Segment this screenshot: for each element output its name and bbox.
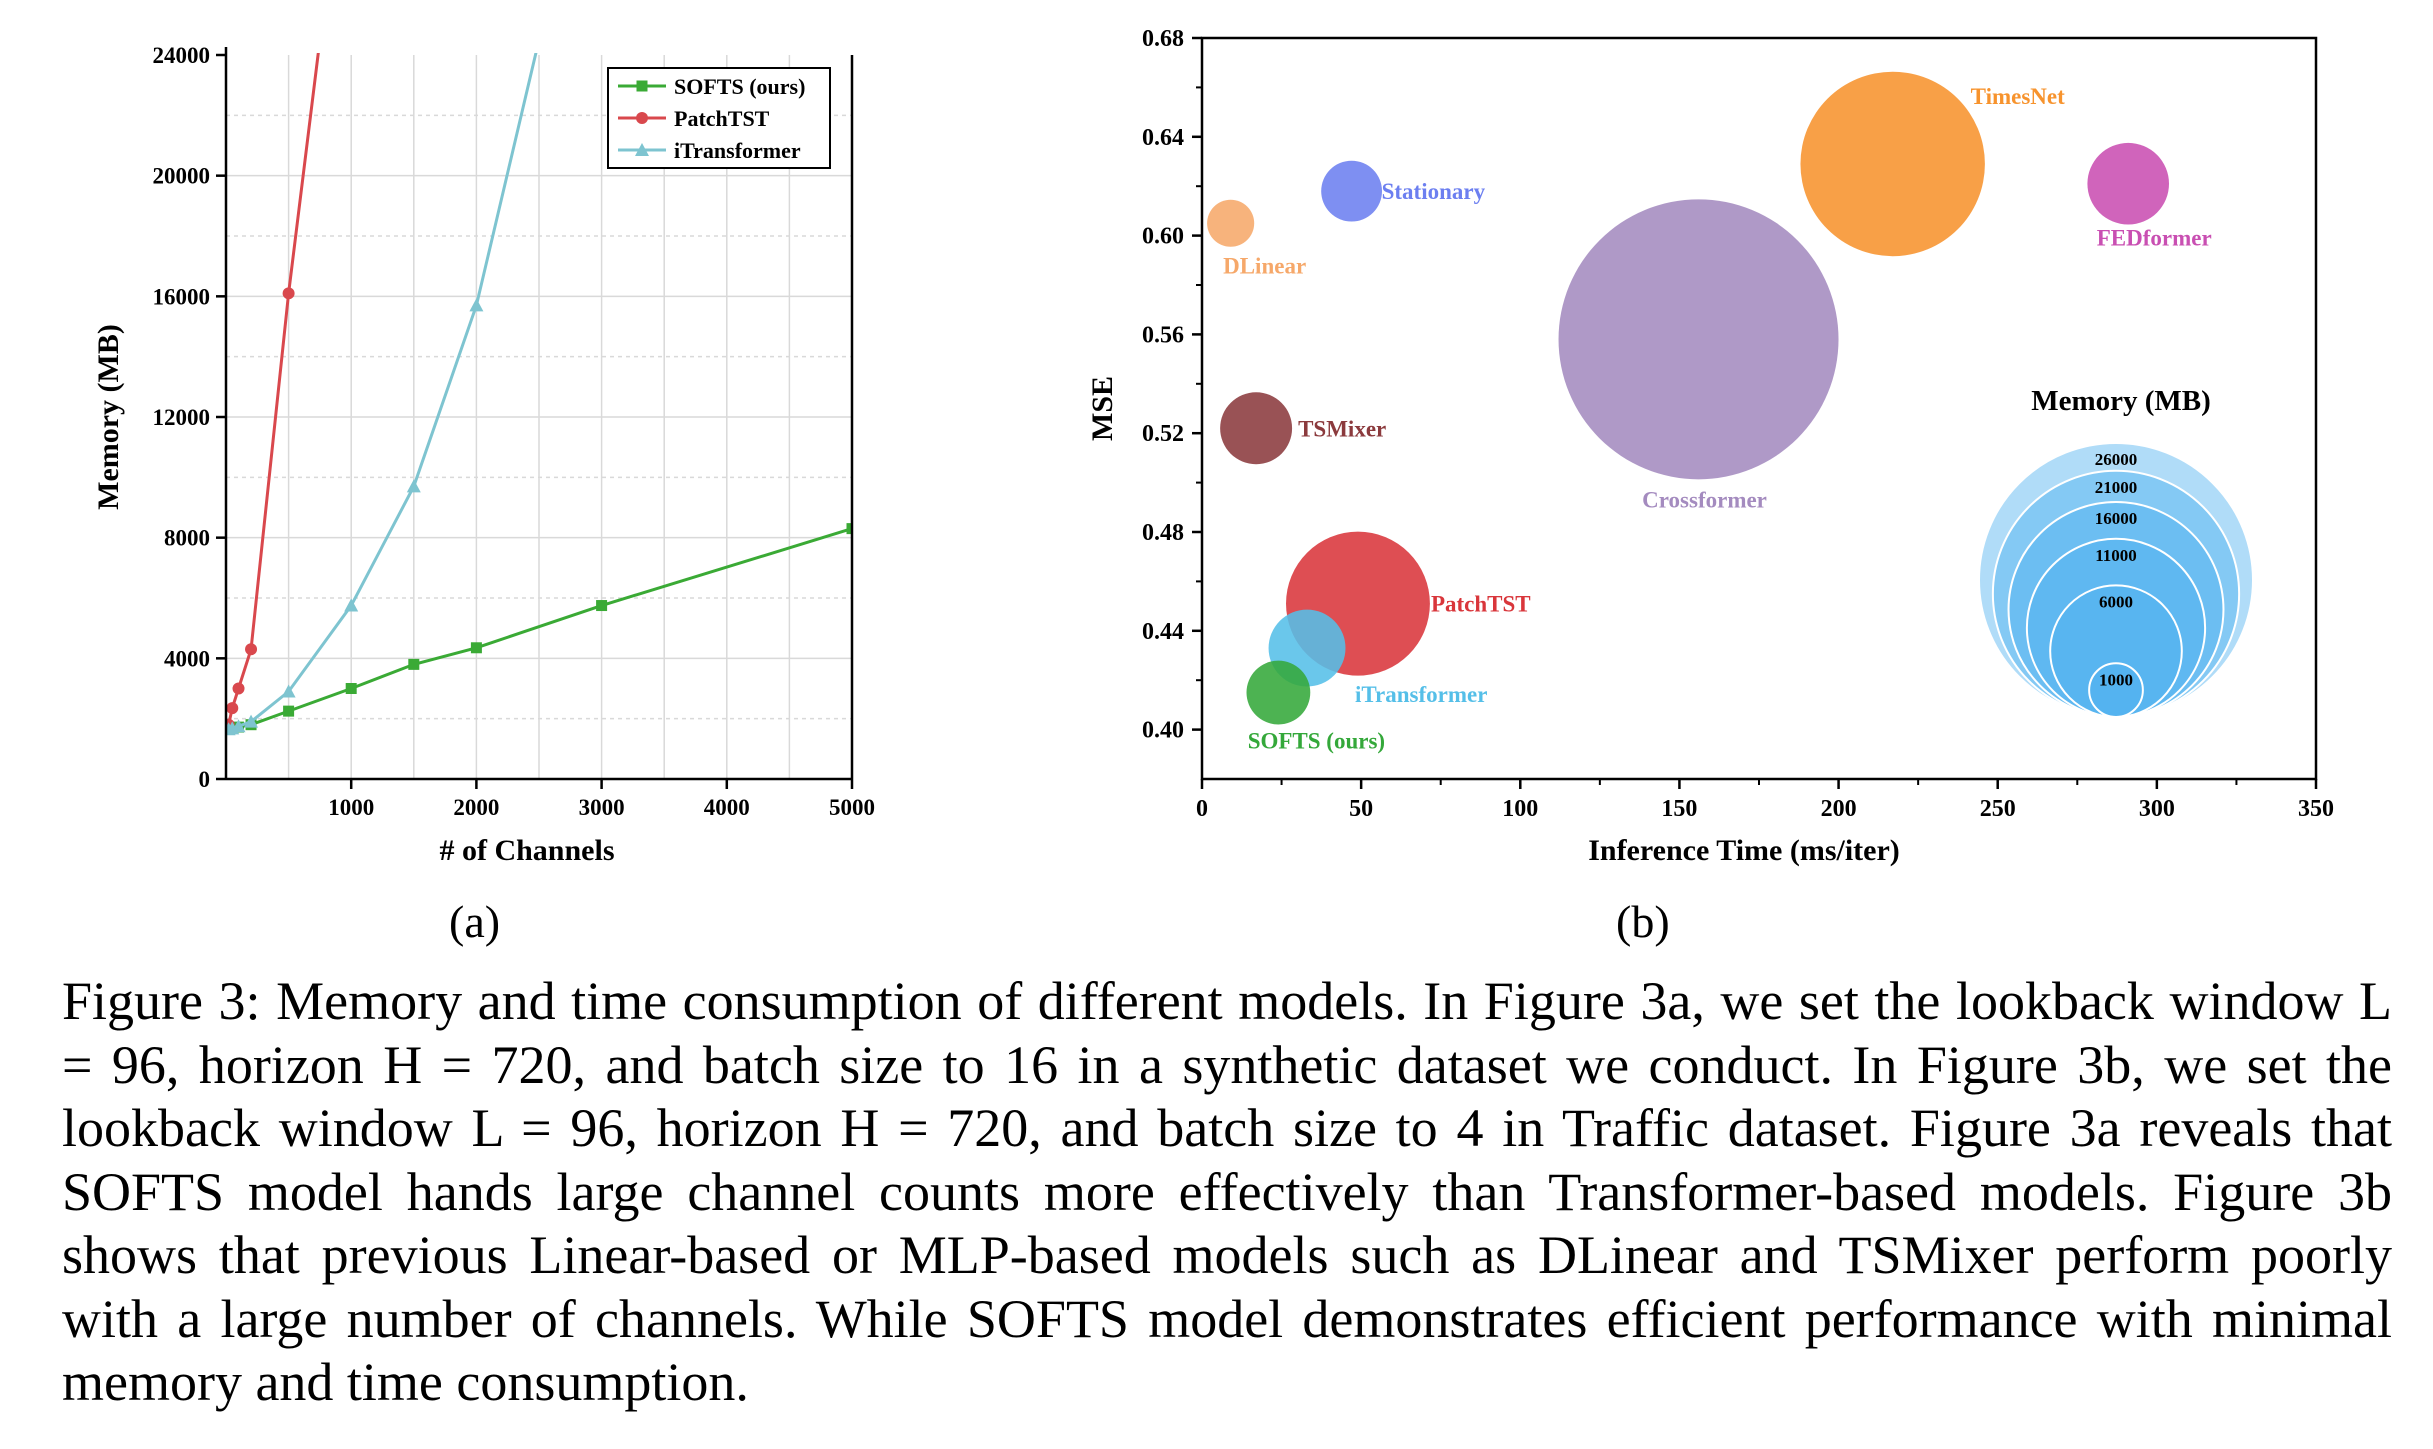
data-point	[232, 682, 245, 695]
data-point	[231, 719, 246, 733]
size-legend-circle	[2088, 662, 2144, 718]
y-tick-label: 0	[199, 767, 211, 792]
legend-label-itransformer: iTransformer	[674, 138, 801, 163]
data-point	[282, 287, 295, 300]
x-tick-label: 100	[1502, 796, 1538, 822]
subcaption-b: (b)	[1616, 896, 1670, 947]
bubble-label-dlinear: DLinear	[1223, 253, 1306, 278]
legend-label-softs-ours: SOFTS (ours)	[674, 74, 805, 99]
x-tick-label: 300	[2139, 796, 2175, 822]
y-tick-label: 0.60	[1142, 224, 1184, 250]
y-tick-label: 0.64	[1142, 125, 1184, 151]
legend-marker	[635, 143, 649, 156]
data-point	[314, 34, 326, 46]
series-softs-ours	[226, 523, 852, 735]
bubble-crossformer	[1558, 199, 1839, 480]
x-tick-label: 0	[1196, 796, 1208, 822]
data-point	[470, 642, 482, 654]
data-point	[408, 658, 420, 670]
bubble-label-tsmixer: TSMixer	[1298, 416, 1386, 441]
x-axis-label: # of Channels	[439, 834, 614, 867]
bubble-fedformer	[2087, 142, 2170, 225]
data-point	[245, 643, 258, 656]
data-point	[244, 714, 259, 728]
size-legend-label: 6000	[2099, 592, 2133, 611]
y-axis-label: MSE	[1086, 376, 1119, 441]
legend-label-patchtst: PatchTST	[674, 106, 770, 131]
x-tick-label: 200	[1821, 796, 1857, 822]
chart-a-memory-vs-channels: 0 4000 8000 12000 16000 20000 24000 1000 2000 300…	[92, 33, 875, 867]
y-tick-label: 0.44	[1142, 619, 1184, 645]
bubble-timesnet	[1800, 71, 1985, 257]
x-tick-label: 2000	[453, 795, 499, 820]
bubble-label-timesnet: TimesNet	[1971, 84, 2065, 109]
bubble-label-patchtst: PatchTST	[1431, 592, 1531, 617]
data-point	[345, 683, 357, 694]
series-line-itransformer	[228, 53, 538, 731]
x-tick-label: 250	[1980, 796, 2016, 822]
size-legend-title: Memory (MB)	[2031, 385, 2211, 417]
memory-size-legend: 26000 21000 16000 11000 6000 1000 Memory (MB)	[1978, 385, 2254, 719]
y-tick-label: 8000	[164, 526, 210, 551]
bubble-softs-ours	[1246, 660, 1311, 725]
data-point	[596, 600, 608, 612]
y-tick-label: 16000	[153, 284, 211, 309]
size-legend-label: 11000	[2095, 546, 2137, 565]
y-tick-label: 0.68	[1142, 26, 1184, 52]
x-tick-label: 3000	[579, 795, 625, 820]
caption-text: Figure 3: Memory and time consumption of…	[62, 971, 2392, 1412]
y-tick-label: 4000	[164, 646, 210, 671]
y-tick-label: 0.48	[1142, 520, 1184, 546]
data-point	[283, 705, 295, 717]
x-axis-label: Inference Time (ms/iter)	[1588, 834, 1900, 867]
y-tick-label: 20000	[153, 164, 211, 189]
legend-marker	[636, 80, 648, 92]
x-tick-label: 4000	[704, 795, 750, 820]
bubble-tsmixer	[1220, 392, 1293, 465]
y-tick-label: 0.52	[1142, 421, 1184, 447]
size-legend-label: 16000	[2095, 509, 2138, 528]
subcaption-a: (a)	[449, 896, 501, 947]
size-legend-label: 26000	[2095, 450, 2138, 469]
y-tick-label: 24000	[153, 43, 211, 68]
data-point	[846, 523, 852, 535]
bubble-label-stationary: Stationary	[1382, 179, 1486, 204]
legend-marker	[636, 112, 648, 124]
data-point	[281, 684, 296, 698]
y-axis-label: Memory (MB)	[92, 324, 125, 510]
y-tick-label: 0.56	[1142, 322, 1184, 348]
series-patchtst	[226, 34, 326, 731]
series-line-patchtst	[227, 53, 320, 726]
data-point	[532, 33, 546, 46]
bubble-dlinear	[1207, 199, 1255, 247]
bubble-label-itransformer: iTransformer	[1355, 682, 1487, 707]
data-point	[469, 298, 484, 312]
chart-a-legend: SOFTS (ours) PatchTST iTransformer	[607, 67, 831, 169]
size-legend-label: 1000	[2099, 670, 2133, 689]
data-point	[344, 598, 359, 612]
bubble-label-crossformer: Crossformer	[1642, 487, 1767, 512]
y-tick-label: 0.40	[1142, 718, 1184, 744]
x-tick-label: 1000	[328, 795, 374, 820]
bubble-label-softs-ours: SOFTS (ours)	[1248, 729, 1385, 754]
x-tick-label: 5000	[829, 795, 875, 820]
y-tick-label: 12000	[153, 405, 211, 430]
bubble-label-fedformer: FEDformer	[2097, 226, 2212, 251]
x-tick-label: 150	[1661, 796, 1697, 822]
chart-b-mse-vs-inference-time: TimesNet FEDformer Stationary DLinear Crossf…	[1086, 26, 2334, 867]
size-legend-label: 21000	[2095, 478, 2138, 497]
x-tick-label: 350	[2298, 796, 2334, 822]
series-line-softs-ours	[228, 527, 852, 731]
x-tick-label: 50	[1349, 796, 1373, 822]
series-itransformer	[226, 33, 546, 736]
data-point	[406, 479, 421, 493]
data-point	[226, 702, 239, 715]
bubble-stationary	[1321, 160, 1383, 222]
figure-caption: Figure 3: Memory and time consumption of…	[62, 970, 2392, 1415]
